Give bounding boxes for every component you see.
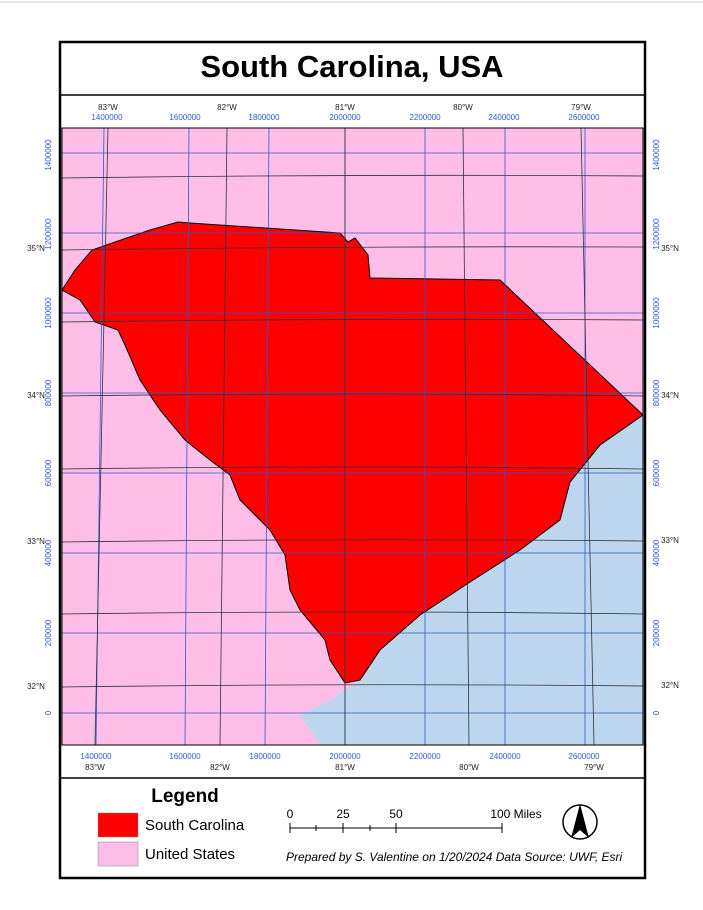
graticule-line [62,539,643,543]
graticule-line [62,174,643,179]
latitude-label: 32°N [661,681,679,690]
neatline [61,127,644,746]
projected-label: 200000 [44,619,53,646]
grid-lines [62,128,643,745]
longitude-label: 81°W [335,103,355,112]
map-body [62,128,643,745]
graticule-line [62,318,643,323]
projected-label: 800000 [44,379,53,406]
projected-label: 2400000 [489,752,521,761]
graticule-line [62,246,643,251]
projected-label: 1200000 [44,218,53,250]
projected-label: 2000000 [329,113,361,122]
legend-label: South Carolina [145,817,245,834]
latitude-label: 33°N [27,537,45,546]
legend-label: United States [145,846,235,863]
longitude-label: 82°W [217,103,237,112]
legend: South Carolina United States [97,812,245,867]
scale-label: 25 [336,807,350,821]
projected-label: 2400000 [488,113,520,122]
longitude-label: 80°W [459,763,479,772]
longitude-label: 83°W [98,103,118,112]
graticule-line [62,684,643,688]
scale-label: 50 [389,807,403,821]
longitude-label: 80°W [453,103,473,112]
map-title: South Carolina, USA [200,49,503,84]
projected-label: 1000000 [44,297,53,329]
projected-label: 1400000 [80,752,112,761]
projected-label: 400000 [44,539,53,566]
projected-label: 200000 [652,619,661,646]
projected-label: 1400000 [44,139,53,171]
projected-grid-line [184,128,190,745]
projected-label: 1800000 [249,752,281,761]
north-arrow [562,804,598,840]
latitude-label: 32°N [27,682,45,691]
legend-swatch [97,841,139,867]
longitude-label: 79°W [584,763,604,772]
projected-label: 600000 [652,459,661,486]
graticule-line [94,128,109,745]
latitude-label: 34°N [27,391,45,400]
longitude-label: 81°W [335,763,355,772]
projected-label: 1600000 [169,752,201,761]
projected-label: 0 [44,710,53,715]
projected-label: 1200000 [652,218,661,250]
legend-title: Legend [151,786,219,807]
south-carolina [62,221,643,684]
projected-label: 1800000 [248,113,280,122]
latitude-label: 33°N [661,536,679,545]
projected-label: 1000000 [652,297,661,329]
projected-label: 0 [652,710,661,715]
projected-label: 2000000 [329,752,361,761]
latitude-label: 35°N [661,244,679,253]
longitude-label: 83°W [85,763,105,772]
ocean [300,415,643,745]
graticule-line [462,128,470,745]
latitude-label: 35°N [27,244,45,253]
graticule-line [62,393,643,397]
projected-label: 1600000 [169,113,201,122]
graticule-line [580,128,595,745]
credit: Prepared by S. Valentine on 1/20/2024 Da… [286,850,623,864]
graticule-line [62,466,643,470]
longitude-label: 82°W [210,763,230,772]
graticule-line [219,128,228,745]
projected-label: 1400000 [91,113,123,122]
projected-label: 400000 [652,539,661,566]
projected-label: 2600000 [568,113,600,122]
projected-grid-line [264,128,270,745]
projected-label: 2200000 [409,113,441,122]
projected-label: 600000 [44,459,53,486]
graticule-line [62,611,643,615]
scale-bar: 0 25 50 100 Miles [287,807,542,833]
scale-label: 0 [287,807,294,821]
projected-label: 2600000 [568,752,600,761]
longitude-label: 79°W [571,103,591,112]
projected-label: 2200000 [409,752,441,761]
latitude-label: 34°N [661,391,679,400]
grid-labels: 83°W 82°W 81°W 80°W 79°W 83°W 82°W 81°W 80°W 79°W… [27,103,679,772]
projected-label: 1400000 [652,139,661,171]
projected-label: 800000 [652,379,661,406]
scale-label: 100 Miles [490,807,541,821]
legend-swatch [97,812,139,838]
